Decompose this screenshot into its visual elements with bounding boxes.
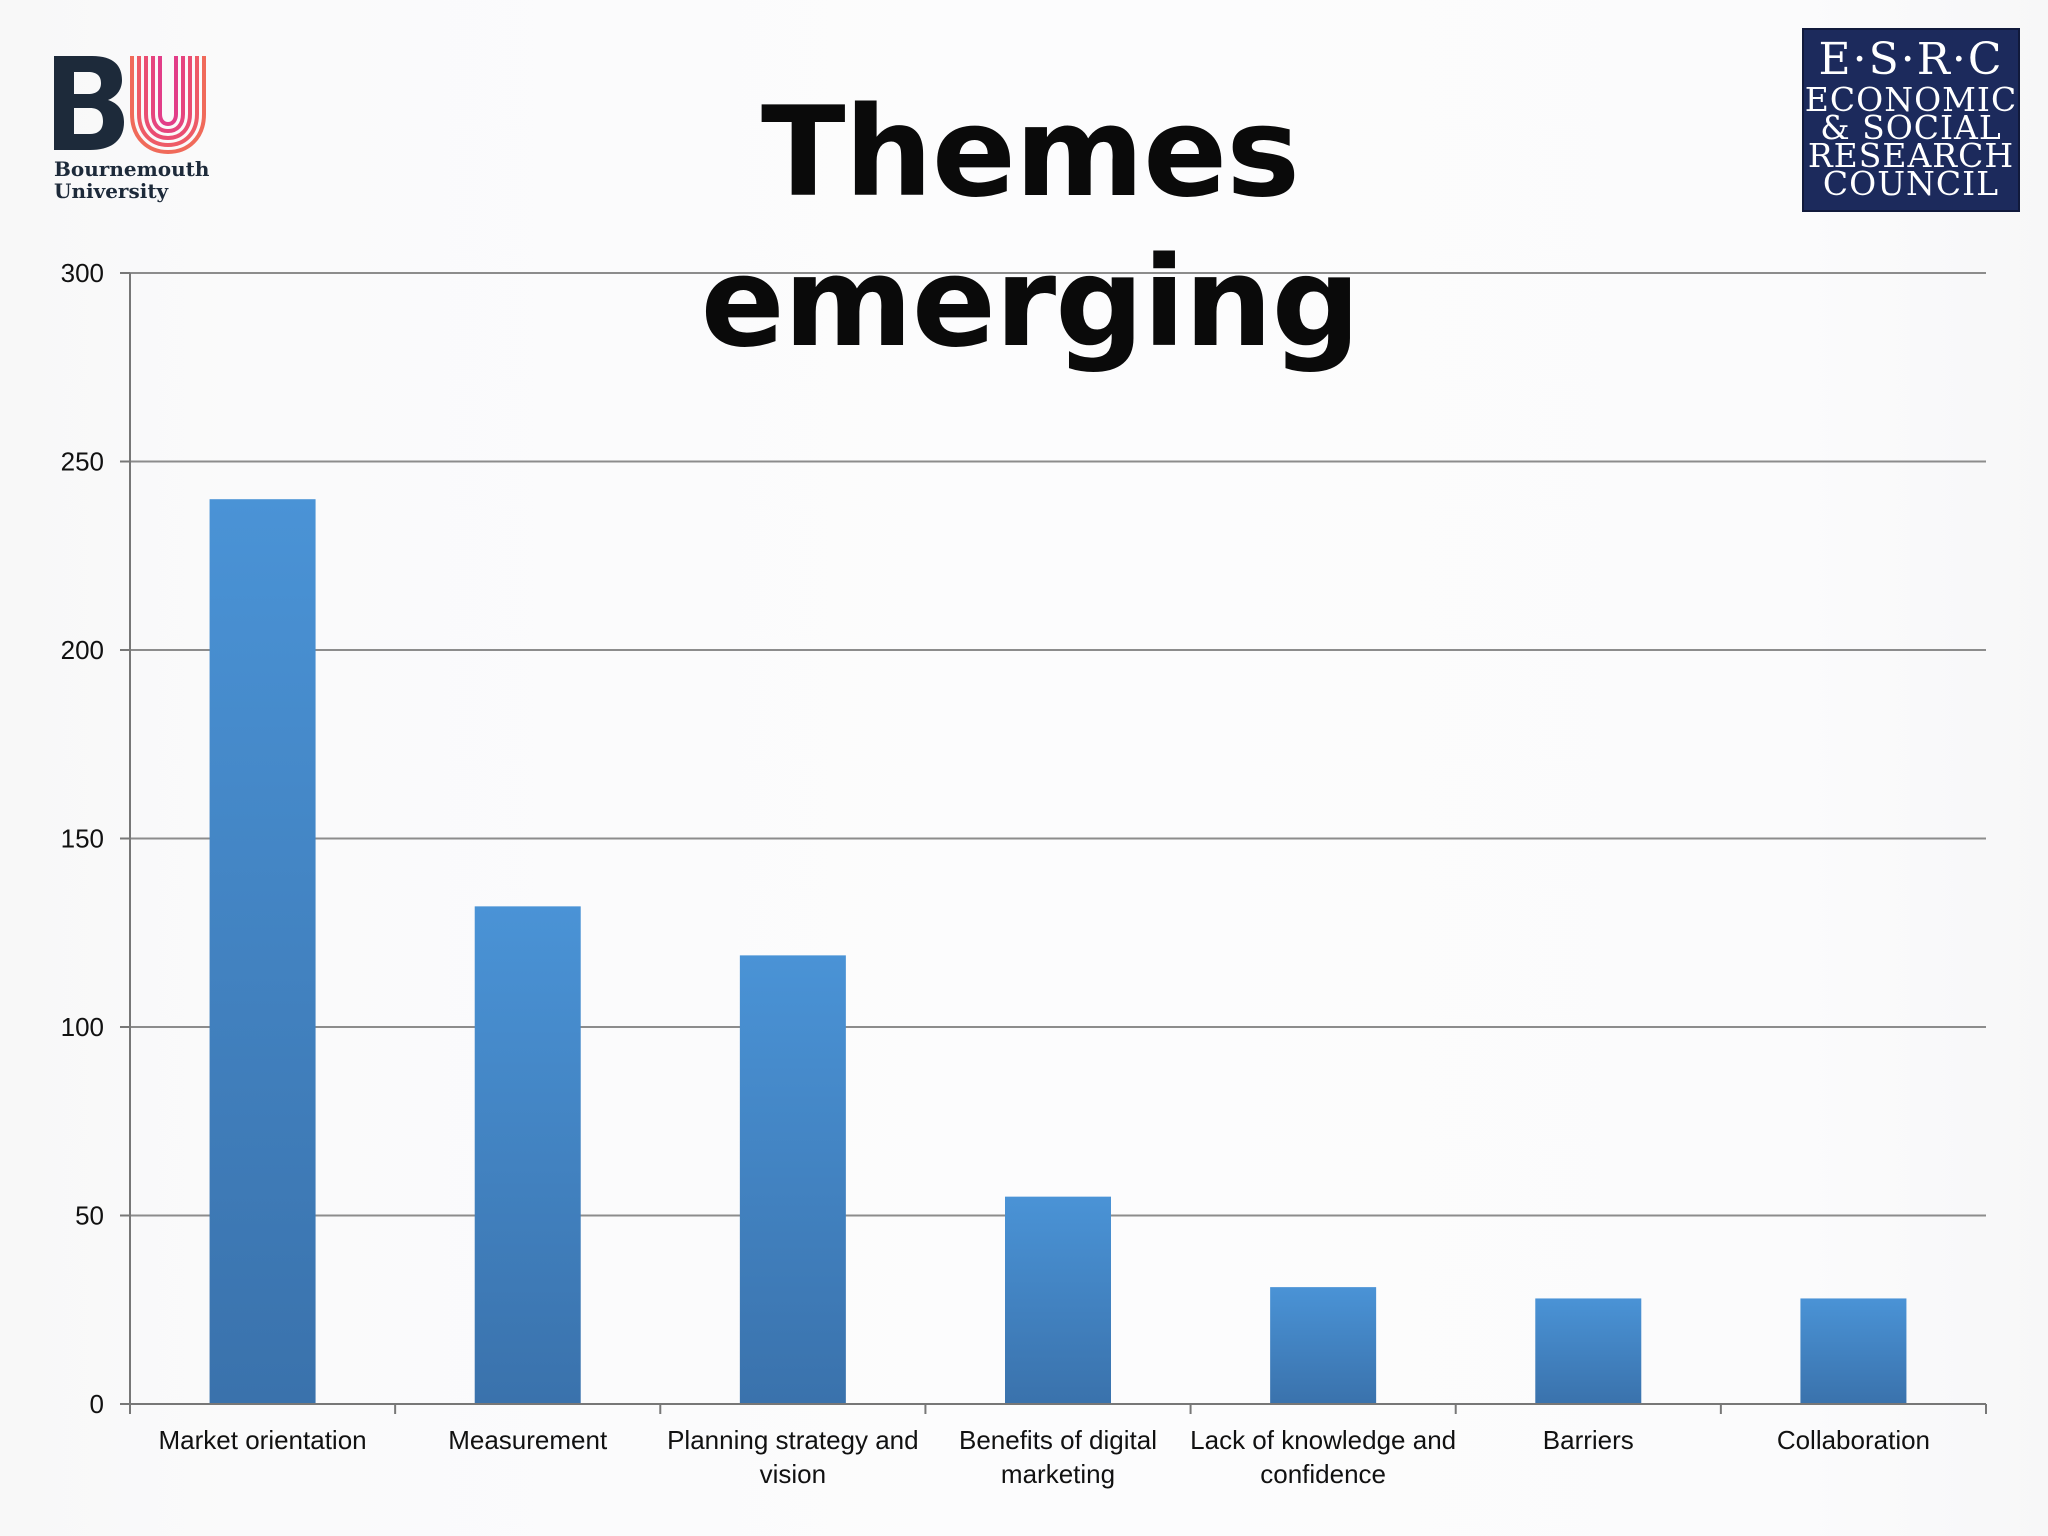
x-category-label-line: Market orientation [159, 1425, 367, 1455]
x-category-label: Benefits of digital marketing [959, 1425, 1157, 1489]
esrc-logo-line2: ECONOMIC [1804, 80, 2018, 119]
bu-wordmark-line1: Bournemouth [54, 157, 210, 181]
axis-labels: 0 50 100 150 200 250 300 Market orientation Meas… [61, 258, 1930, 1489]
x-category-label-line: marketing [1001, 1459, 1115, 1489]
x-category-label: Lack of knowledge and confidence [1190, 1425, 1456, 1489]
x-category-label-line: Benefits of digital [959, 1425, 1157, 1455]
bar-2 [474, 906, 581, 1404]
esrc-logo-line4: RESEARCH [1807, 136, 2015, 175]
bu-wordmark: Bournemouth University [54, 158, 209, 202]
esrc-logo-line1: E·S·R·C [1818, 34, 2004, 85]
esrc-logo: E·S·R·C ECONOMIC & SOCIAL RESEARCH COUNC… [1802, 28, 2020, 212]
x-category-label-line: Lack of knowledge and [1190, 1425, 1456, 1455]
grid-lines [130, 272, 1986, 1217]
y-tick-label: 100 [61, 1012, 104, 1042]
bar-5 [1270, 1287, 1377, 1404]
x-category-label-line: Measurement [448, 1425, 608, 1455]
esrc-logo-line5: COUNCIL [1822, 164, 2000, 203]
x-category-label-line: Barriers [1543, 1425, 1634, 1455]
axes [120, 272, 1987, 1414]
bar-7 [1800, 1298, 1907, 1404]
bu-monogram-icon [54, 56, 206, 155]
y-tick-label: 300 [61, 258, 104, 288]
x-category-label: Collaboration [1777, 1425, 1930, 1455]
esrc-logo-line3: & SOCIAL [1820, 108, 2002, 147]
y-tick-label: 50 [75, 1201, 104, 1231]
x-category-label: Barriers [1543, 1425, 1634, 1455]
y-tick-label: 250 [61, 447, 104, 477]
y-tick-label: 150 [61, 824, 104, 854]
bournemouth-university-logo: Bournemouth University [52, 52, 212, 212]
x-category-label: Measurement [448, 1425, 608, 1455]
bars [209, 499, 1907, 1404]
bar-4 [1005, 1196, 1111, 1404]
y-tick-label: 200 [61, 635, 104, 665]
bar-1 [209, 499, 316, 1404]
bar-6 [1535, 1298, 1642, 1404]
x-category-label-line: confidence [1260, 1459, 1386, 1489]
x-category-label: Planning strategy and vision [667, 1425, 919, 1489]
x-category-label-line: vision [760, 1459, 826, 1489]
bu-wordmark-line2: University [54, 179, 169, 203]
x-category-label-line: Planning strategy and [667, 1425, 919, 1455]
y-tick-label: 0 [90, 1389, 104, 1419]
x-category-label-line: Collaboration [1777, 1425, 1930, 1455]
bar-3 [739, 955, 846, 1404]
page-title: Themes emerging [700, 81, 1361, 375]
x-category-label: Market orientation [159, 1425, 367, 1455]
